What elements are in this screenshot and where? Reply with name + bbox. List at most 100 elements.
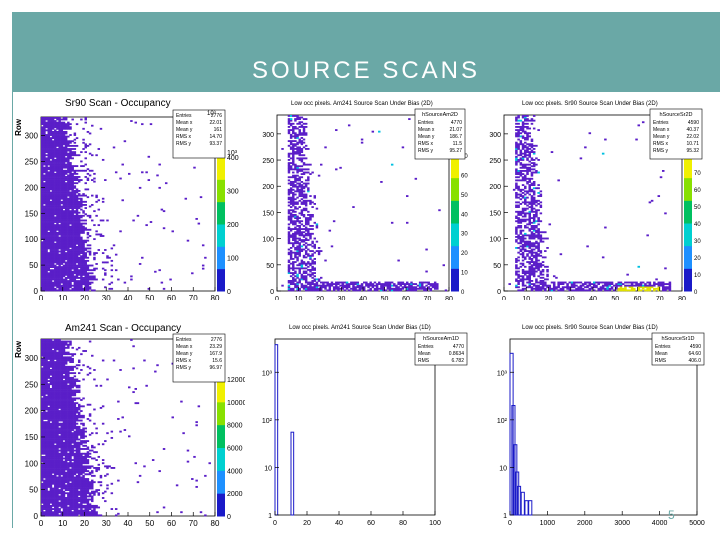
occupancy-cell <box>311 232 314 235</box>
chart-title: Sr90 Scan - Occupancy <box>65 98 171 109</box>
occupancy-cell <box>532 272 536 275</box>
occupancy-cell <box>294 203 297 205</box>
occupancy-cell <box>317 247 321 249</box>
occupancy-cell <box>60 490 64 493</box>
occupancy-cell <box>75 273 79 276</box>
occupancy-cell <box>71 270 74 273</box>
occupancy-cell <box>67 484 70 487</box>
occupancy-cell <box>524 270 527 273</box>
occupancy-cell <box>289 187 293 190</box>
occupancy-cell <box>572 283 576 286</box>
occupancy-cell <box>555 287 558 290</box>
stats-value: 11.5 <box>453 141 463 147</box>
occupancy-cell <box>114 171 118 174</box>
occupancy-cell <box>47 281 50 284</box>
occupancy-cell <box>521 248 525 251</box>
occupancy-cell <box>289 119 293 122</box>
occupancy-cell <box>77 222 81 225</box>
occupancy-cell <box>69 197 72 200</box>
occupancy-cell <box>47 504 50 507</box>
occupancy-cell <box>526 166 529 169</box>
occupancy-cell <box>43 120 46 122</box>
occupancy-cell <box>524 166 527 169</box>
occupancy-cell <box>49 242 53 245</box>
occupancy-cell <box>515 228 518 231</box>
occupancy-cell <box>91 219 94 222</box>
occupancy-cell <box>54 245 57 248</box>
occupancy-cell <box>73 132 77 135</box>
occupancy-cell <box>517 267 520 270</box>
occupancy-cell <box>521 148 525 150</box>
occupancy-cell <box>289 137 293 139</box>
occupancy-cell <box>58 168 61 171</box>
occupancy-cell <box>67 482 70 485</box>
occupancy-cell <box>58 503 61 506</box>
occupancy-cell <box>56 200 59 203</box>
occupancy-cell <box>664 289 667 292</box>
occupancy-cell <box>56 247 59 250</box>
occupancy-cell <box>528 206 531 209</box>
occupancy-cell <box>56 500 59 503</box>
occupancy-cell <box>60 227 64 230</box>
occupancy-cell <box>51 283 55 286</box>
occupancy-cell <box>535 251 538 254</box>
occupancy-cell <box>41 197 44 200</box>
occupancy-cell <box>91 154 94 157</box>
occupancy-cell <box>313 203 316 205</box>
occupancy-cell <box>535 253 538 256</box>
occupancy-cell <box>56 207 59 209</box>
occupancy-cell <box>287 115 291 117</box>
occupancy-cell <box>311 245 314 248</box>
colorbar-tick-label: 0 <box>461 290 465 296</box>
occupancy-cell <box>408 283 411 286</box>
occupancy-cell <box>41 269 44 272</box>
occupancy-cell <box>62 239 66 242</box>
occupancy-cell <box>114 253 118 256</box>
occupancy-cell <box>82 501 85 504</box>
occupancy-cell <box>43 482 46 485</box>
occupancy-cell <box>56 482 59 485</box>
occupancy-cell <box>71 493 74 496</box>
occupancy-cell <box>73 256 77 259</box>
occupancy-cell <box>532 229 536 232</box>
occupancy-cell <box>49 235 53 237</box>
occupancy-cell <box>521 155 525 158</box>
occupancy-cell <box>412 286 415 289</box>
occupancy-cell <box>311 206 314 209</box>
occupancy-cell <box>60 144 64 147</box>
occupancy-cell <box>641 121 645 124</box>
occupancy-cell <box>80 194 83 197</box>
occupancy-cell <box>62 492 66 495</box>
occupancy-cell <box>544 283 547 286</box>
occupancy-cell <box>45 174 48 177</box>
occupancy-cell <box>532 198 536 201</box>
occupancy-cell <box>45 137 48 140</box>
occupancy-cell <box>73 217 77 220</box>
occupancy-cell <box>298 116 301 119</box>
occupancy-cell <box>45 225 48 228</box>
panel-sr90-2d: 0 10 20 30 40 50 60 70 80 0 50 100 150 200 250 300 0 10 20… <box>482 95 710 300</box>
occupancy-cell <box>77 241 81 244</box>
occupancy-cell <box>77 202 81 205</box>
occupancy-cell <box>75 210 79 213</box>
occupancy-cell <box>84 267 87 270</box>
occupancy-cell <box>45 235 48 237</box>
occupancy-cell <box>515 149 518 152</box>
occupancy-cell <box>586 286 589 289</box>
occupancy-cell <box>307 221 310 224</box>
occupancy-cell <box>71 185 74 188</box>
occupancy-cell <box>62 174 66 177</box>
occupancy-cell <box>664 287 667 290</box>
occupancy-cell <box>54 481 57 484</box>
occupancy-cell <box>45 244 48 247</box>
occupancy-cell <box>43 219 46 222</box>
occupancy-cell <box>204 514 207 517</box>
occupancy-cell <box>287 182 291 185</box>
occupancy-cell <box>292 198 295 201</box>
occupancy-cell <box>49 489 53 492</box>
occupancy-cell <box>47 481 50 484</box>
occupancy-cell <box>62 258 66 261</box>
occupancy-cell <box>328 283 332 286</box>
occupancy-cell <box>67 188 70 191</box>
occupancy-cell <box>67 177 70 180</box>
